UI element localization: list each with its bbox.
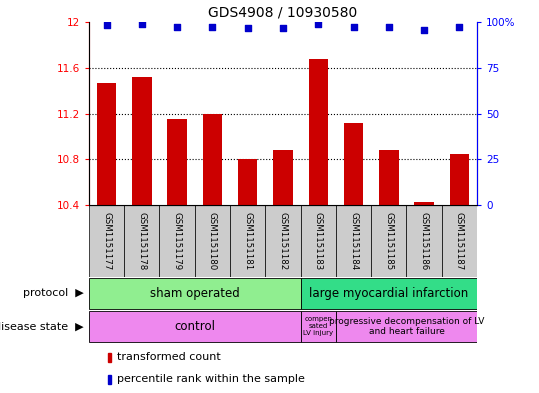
- Bar: [379, 150, 398, 205]
- Bar: [301, 205, 336, 277]
- Bar: [442, 205, 477, 277]
- Text: GSM1151186: GSM1151186: [419, 212, 429, 270]
- Bar: [230, 205, 265, 277]
- Bar: [273, 150, 293, 205]
- Bar: [336, 205, 371, 277]
- Point: [349, 24, 358, 30]
- Point: [384, 24, 393, 31]
- Bar: [97, 83, 116, 205]
- Bar: [89, 278, 301, 309]
- Bar: [89, 310, 301, 342]
- Bar: [406, 205, 442, 277]
- Bar: [168, 119, 187, 205]
- Bar: [132, 77, 151, 205]
- Text: GSM1151181: GSM1151181: [243, 212, 252, 270]
- Text: GSM1151177: GSM1151177: [102, 212, 111, 270]
- Bar: [160, 205, 195, 277]
- Text: progressive decompensation of LV
and heart failure: progressive decompensation of LV and hea…: [329, 317, 484, 336]
- Bar: [108, 353, 111, 362]
- Text: transformed count: transformed count: [117, 353, 220, 362]
- Bar: [108, 375, 111, 384]
- Text: GSM1151178: GSM1151178: [137, 212, 147, 270]
- Text: disease state  ▶: disease state ▶: [0, 321, 84, 332]
- Bar: [371, 205, 406, 277]
- Title: GDS4908 / 10930580: GDS4908 / 10930580: [209, 6, 357, 19]
- Text: GSM1151182: GSM1151182: [279, 212, 287, 270]
- Bar: [124, 205, 160, 277]
- Bar: [344, 123, 363, 205]
- Bar: [301, 278, 477, 309]
- Bar: [414, 202, 434, 205]
- Text: GSM1151185: GSM1151185: [384, 212, 393, 270]
- Bar: [301, 310, 336, 342]
- Point: [455, 24, 464, 31]
- Text: large myocardial infarction: large myocardial infarction: [309, 287, 468, 300]
- Point: [173, 24, 182, 30]
- Bar: [89, 205, 124, 277]
- Bar: [203, 114, 222, 205]
- Text: percentile rank within the sample: percentile rank within the sample: [117, 375, 305, 384]
- Bar: [336, 310, 477, 342]
- Text: GSM1151180: GSM1151180: [208, 212, 217, 270]
- Text: GSM1151187: GSM1151187: [455, 212, 464, 270]
- Bar: [450, 154, 469, 205]
- Text: protocol  ▶: protocol ▶: [23, 288, 84, 299]
- Bar: [308, 59, 328, 205]
- Point: [208, 24, 217, 30]
- Text: compen
sated
LV injury: compen sated LV injury: [303, 316, 333, 336]
- Point: [314, 21, 322, 27]
- Bar: [265, 205, 301, 277]
- Text: sham operated: sham operated: [150, 287, 240, 300]
- Text: GSM1151184: GSM1151184: [349, 212, 358, 270]
- Text: GSM1151183: GSM1151183: [314, 212, 323, 270]
- Point: [244, 25, 252, 31]
- Point: [137, 21, 146, 28]
- Point: [420, 27, 429, 33]
- Text: control: control: [174, 320, 215, 333]
- Bar: [238, 159, 258, 205]
- Bar: [195, 205, 230, 277]
- Text: GSM1151179: GSM1151179: [172, 212, 182, 270]
- Point: [102, 22, 111, 28]
- Point: [279, 25, 287, 31]
